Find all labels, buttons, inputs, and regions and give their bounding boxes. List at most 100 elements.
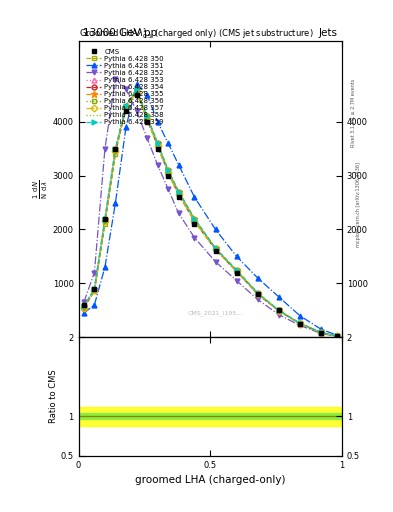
Pythia 6.428 359 bbox=[318, 329, 323, 335]
Pythia 6.428 354 bbox=[113, 148, 118, 155]
Pythia 6.428 358 bbox=[318, 329, 323, 335]
Pythia 6.428 350 bbox=[176, 189, 181, 195]
Pythia 6.428 358 bbox=[155, 141, 160, 147]
Pythia 6.428 357 bbox=[255, 291, 260, 297]
Pythia 6.428 351 bbox=[176, 162, 181, 168]
Pythia 6.428 359 bbox=[234, 267, 239, 273]
Pythia 6.428 359 bbox=[155, 140, 160, 146]
Pythia 6.428 356 bbox=[92, 287, 97, 293]
Pythia 6.428 351 bbox=[92, 302, 97, 308]
Pythia 6.428 355 bbox=[124, 102, 129, 109]
Text: Jets: Jets bbox=[319, 28, 338, 38]
Pythia 6.428 354 bbox=[318, 330, 323, 336]
Pythia 6.428 358 bbox=[124, 103, 129, 109]
CMS bbox=[103, 216, 107, 222]
Pythia 6.428 350 bbox=[318, 329, 323, 335]
Pythia 6.428 359 bbox=[276, 307, 281, 313]
Pythia 6.428 354 bbox=[213, 246, 218, 252]
Pythia 6.428 359 bbox=[213, 245, 218, 251]
Pythia 6.428 354 bbox=[276, 308, 281, 314]
CMS bbox=[155, 145, 160, 152]
Pythia 6.428 353 bbox=[276, 308, 281, 314]
Pythia 6.428 359 bbox=[103, 216, 107, 222]
Pythia 6.428 350 bbox=[334, 333, 339, 339]
Pythia 6.428 357 bbox=[166, 170, 171, 176]
Pythia 6.428 350 bbox=[213, 245, 218, 251]
Pythia 6.428 351 bbox=[192, 194, 197, 200]
CMS bbox=[192, 221, 197, 227]
Pythia 6.428 353 bbox=[92, 287, 97, 293]
Pythia 6.428 357 bbox=[124, 105, 129, 111]
CMS bbox=[145, 119, 149, 125]
CMS bbox=[276, 307, 281, 313]
Pythia 6.428 356 bbox=[192, 217, 197, 223]
Pythia 6.428 356 bbox=[213, 246, 218, 252]
Pythia 6.428 355 bbox=[113, 145, 118, 152]
Pythia 6.428 358 bbox=[255, 290, 260, 296]
Pythia 6.428 350 bbox=[192, 216, 197, 222]
Legend: CMS, Pythia 6.428 350, Pythia 6.428 351, Pythia 6.428 352, Pythia 6.428 353, Pyt: CMS, Pythia 6.428 350, Pythia 6.428 351,… bbox=[85, 48, 165, 126]
Pythia 6.428 355 bbox=[92, 286, 97, 292]
Pythia 6.428 354 bbox=[103, 218, 107, 224]
Pythia 6.428 352 bbox=[255, 296, 260, 303]
Pythia 6.428 358 bbox=[298, 321, 302, 327]
Pythia 6.428 351 bbox=[113, 200, 118, 206]
Pythia 6.428 357 bbox=[176, 191, 181, 198]
Pythia 6.428 352 bbox=[92, 269, 97, 275]
Line: Pythia 6.428 354: Pythia 6.428 354 bbox=[81, 90, 339, 338]
Pythia 6.428 357 bbox=[276, 308, 281, 314]
Pythia 6.428 352 bbox=[176, 210, 181, 217]
Pythia 6.428 350 bbox=[134, 87, 139, 93]
CMS bbox=[255, 291, 260, 297]
Pythia 6.428 356 bbox=[276, 307, 281, 313]
Pythia 6.428 351 bbox=[81, 310, 86, 316]
Pythia 6.428 356 bbox=[166, 168, 171, 175]
Pythia 6.428 355 bbox=[318, 329, 323, 335]
Pythia 6.428 350 bbox=[276, 307, 281, 313]
Pythia 6.428 355 bbox=[276, 307, 281, 313]
Pythia 6.428 356 bbox=[155, 141, 160, 147]
Pythia 6.428 358 bbox=[92, 286, 97, 292]
CMS bbox=[234, 269, 239, 275]
Pythia 6.428 355 bbox=[155, 140, 160, 146]
Pythia 6.428 357 bbox=[213, 246, 218, 252]
Pythia 6.428 359 bbox=[192, 216, 197, 222]
Line: Pythia 6.428 350: Pythia 6.428 350 bbox=[81, 87, 339, 338]
Pythia 6.428 355 bbox=[166, 167, 171, 173]
Pythia 6.428 356 bbox=[124, 103, 129, 110]
Line: Pythia 6.428 359: Pythia 6.428 359 bbox=[81, 87, 339, 338]
CMS bbox=[124, 108, 129, 114]
Pythia 6.428 353 bbox=[176, 191, 181, 198]
Pythia 6.428 359 bbox=[113, 145, 118, 152]
CMS bbox=[176, 194, 181, 200]
Pythia 6.428 359 bbox=[255, 290, 260, 296]
Pythia 6.428 356 bbox=[334, 333, 339, 339]
Pythia 6.428 352 bbox=[113, 76, 118, 82]
Pythia 6.428 357 bbox=[318, 330, 323, 336]
Pythia 6.428 354 bbox=[334, 333, 339, 339]
Pythia 6.428 359 bbox=[124, 102, 129, 109]
Pythia 6.428 350 bbox=[298, 320, 302, 326]
Pythia 6.428 352 bbox=[145, 135, 149, 141]
Pythia 6.428 352 bbox=[124, 87, 129, 93]
Pythia 6.428 357 bbox=[234, 268, 239, 274]
Pythia 6.428 355 bbox=[298, 320, 302, 326]
Pythia 6.428 353 bbox=[113, 145, 118, 152]
Pythia 6.428 357 bbox=[134, 89, 139, 95]
Pythia 6.428 357 bbox=[298, 321, 302, 327]
Pythia 6.428 359 bbox=[145, 113, 149, 119]
Pythia 6.428 353 bbox=[103, 216, 107, 222]
Pythia 6.428 355 bbox=[213, 245, 218, 251]
Pythia 6.428 354 bbox=[145, 116, 149, 122]
CMS bbox=[318, 330, 323, 336]
Pythia 6.428 358 bbox=[334, 333, 339, 339]
Pythia 6.428 357 bbox=[155, 143, 160, 149]
Pythia 6.428 354 bbox=[192, 218, 197, 224]
Pythia 6.428 356 bbox=[255, 290, 260, 296]
Pythia 6.428 350 bbox=[124, 102, 129, 109]
Pythia 6.428 355 bbox=[103, 216, 107, 222]
Line: Pythia 6.428 352: Pythia 6.428 352 bbox=[81, 76, 339, 339]
Line: Pythia 6.428 353: Pythia 6.428 353 bbox=[81, 90, 339, 338]
Pythia 6.428 353 bbox=[318, 330, 323, 336]
Pythia 6.428 351 bbox=[134, 81, 139, 87]
